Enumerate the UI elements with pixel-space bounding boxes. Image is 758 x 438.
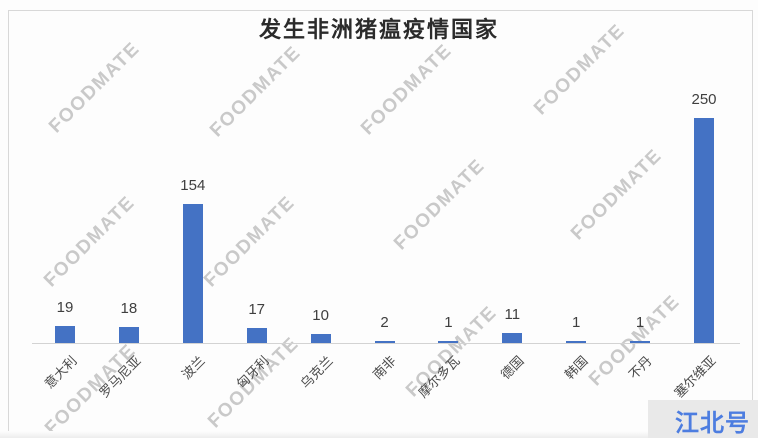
chart-bar bbox=[438, 341, 459, 343]
bar-value-label: 10 bbox=[312, 307, 329, 324]
x-axis-line bbox=[32, 343, 740, 344]
chart-bar bbox=[55, 326, 75, 343]
foodmate-watermark: FOODMATE bbox=[200, 192, 300, 292]
x-axis-label: 塞尔维亚 bbox=[671, 353, 719, 401]
x-axis-label: 意大利 bbox=[41, 353, 80, 392]
bar-value-label: 17 bbox=[248, 301, 266, 318]
bar-value-label: 1 bbox=[635, 314, 645, 331]
foodmate-watermark: FOODMATE bbox=[357, 40, 457, 140]
bottom-divider bbox=[0, 431, 758, 438]
chart-bar bbox=[502, 333, 523, 343]
bar-value-label: 11 bbox=[504, 306, 521, 323]
chart-bar bbox=[310, 334, 331, 343]
bar-value-label: 154 bbox=[180, 177, 206, 194]
brand-badge: 江北号 bbox=[675, 410, 750, 437]
bar-value-label: 19 bbox=[56, 299, 74, 316]
chart-title: 发生非洲猪瘟疫情国家 bbox=[258, 17, 499, 42]
foodmate-watermark: FOODMATE bbox=[204, 333, 304, 433]
top-border-line bbox=[8, 10, 752, 11]
brand-badge-background bbox=[648, 400, 758, 438]
chart-bar bbox=[118, 327, 139, 343]
bar-value-label: 250 bbox=[691, 91, 717, 108]
chart-bar bbox=[246, 328, 267, 343]
chart-bar bbox=[182, 204, 203, 343]
bar-value-label: 1 bbox=[572, 314, 581, 331]
foodmate-watermark: FOODMATE bbox=[390, 155, 490, 255]
foodmate-watermark: FOODMATE bbox=[40, 192, 140, 292]
left-border-line bbox=[8, 10, 9, 438]
foodmate-watermark: FOODMATE bbox=[45, 38, 145, 138]
chart-bar bbox=[630, 341, 651, 343]
chart-bar bbox=[566, 341, 587, 343]
foodmate-watermark: FOODMATE bbox=[567, 145, 667, 245]
bar-value-label: 2 bbox=[380, 314, 389, 331]
bar-value-label: 18 bbox=[120, 300, 138, 317]
x-axis-label: 乌克兰 bbox=[297, 353, 336, 392]
x-axis-label: 波兰 bbox=[178, 353, 208, 383]
right-border-line bbox=[752, 10, 753, 438]
x-axis-label: 德国 bbox=[498, 353, 528, 383]
chart-bar bbox=[374, 341, 395, 343]
x-axis-label: 南非 bbox=[370, 353, 400, 383]
foodmate-watermark: FOODMATE bbox=[206, 42, 306, 142]
chart-bar bbox=[694, 118, 714, 343]
bar-value-label: 1 bbox=[444, 314, 453, 331]
